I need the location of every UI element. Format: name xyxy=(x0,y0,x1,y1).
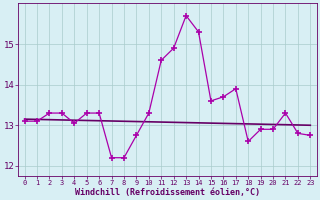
X-axis label: Windchill (Refroidissement éolien,°C): Windchill (Refroidissement éolien,°C) xyxy=(75,188,260,197)
